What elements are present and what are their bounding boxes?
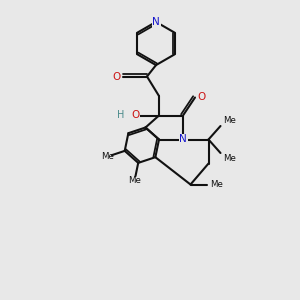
Text: Me: Me: [210, 180, 223, 189]
Text: H: H: [117, 110, 124, 121]
Text: N: N: [179, 134, 187, 145]
Text: O: O: [112, 71, 121, 82]
Text: Me: Me: [128, 176, 141, 184]
Text: O: O: [197, 92, 206, 103]
Text: Me: Me: [223, 154, 236, 163]
Text: N: N: [152, 17, 160, 27]
Text: Me: Me: [223, 116, 236, 125]
Text: Me: Me: [102, 152, 115, 161]
Text: O: O: [131, 110, 139, 121]
